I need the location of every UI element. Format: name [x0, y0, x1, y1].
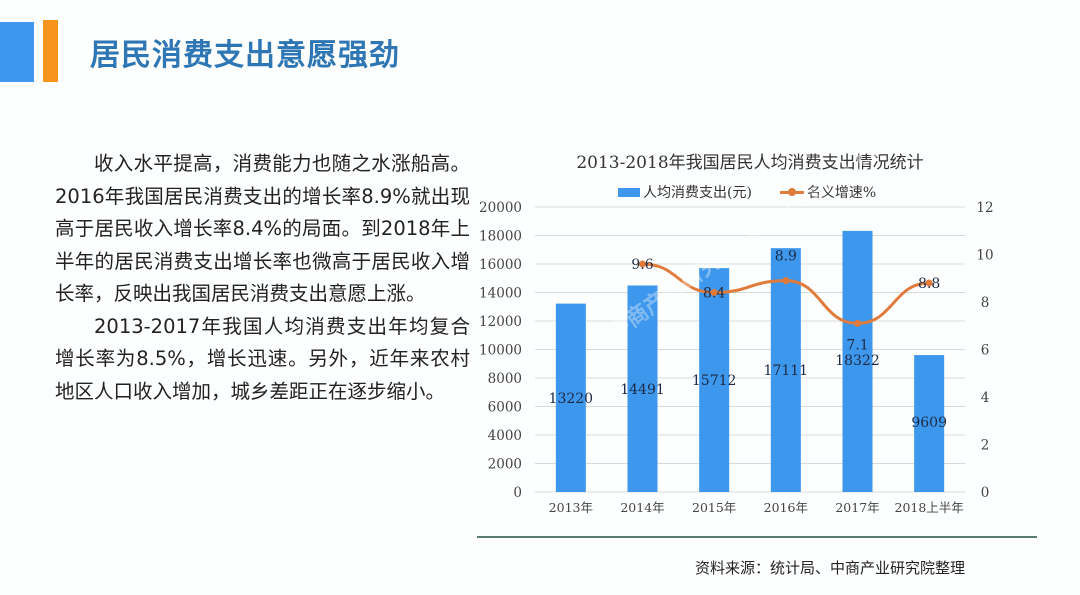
- bar-value-label: 17111: [764, 363, 809, 379]
- body-text: 收入水平提高，消费能力也随之水涨船高。2016年我国居民消费支出的增长率8.9%…: [55, 148, 470, 408]
- x-axis: 2013年 2014年 2015年 2016年 2017年 2018上半年: [549, 500, 964, 515]
- legend-bar-label: 人均消费支出(元): [643, 185, 752, 201]
- paragraph-1: 收入水平提高，消费能力也随之水涨船高。2016年我国居民消费支出的增长率8.9%…: [55, 152, 470, 305]
- left-tick-label: 20000: [479, 200, 522, 216]
- paragraph-2: 2013-2017年我国人均消费支出年均复合增长率为8.5%，增长迅速。另外，近…: [55, 314, 470, 403]
- right-tick-label: 2: [981, 438, 990, 454]
- x-tick-label: 2015年: [692, 500, 736, 515]
- gridlines: [535, 206, 965, 493]
- legend-line-swatch-icon: [779, 187, 804, 196]
- bar-value-label: 15712: [692, 373, 737, 389]
- bar-value-label: 14491: [620, 382, 665, 398]
- left-axis: 2000018000160001400012000100008000600040…: [479, 200, 522, 501]
- left-tick-label: 10000: [479, 343, 522, 359]
- bar-series: 13220 14491 15712 17111 18322 9609: [549, 230, 947, 492]
- line-series: 9.6 8.4 8.9 7.1 8.8: [631, 249, 940, 354]
- right-tick-label: 10: [976, 248, 993, 264]
- bar: [914, 355, 945, 492]
- bar-value-label: 9609: [911, 415, 947, 431]
- left-tick-label: 12000: [479, 314, 522, 330]
- x-tick-label: 2014年: [620, 500, 664, 515]
- left-tick-label: 0: [513, 485, 522, 501]
- left-tick-label: 14000: [479, 286, 522, 302]
- bar: [770, 248, 801, 492]
- left-tick-label: 6000: [488, 400, 522, 416]
- chart-title: 2013-2018年我国居民人均消费支出情况统计: [576, 153, 924, 173]
- bar: [627, 285, 658, 492]
- left-tick-label: 4000: [488, 428, 522, 444]
- line-value-label: 7.1: [846, 337, 868, 353]
- legend-line-label: 名义增速%: [806, 185, 877, 201]
- accent-block-blue: [0, 22, 34, 82]
- line-marker: [639, 260, 646, 268]
- x-tick-label: 2013年: [549, 500, 593, 515]
- line-value-label: 8.9: [775, 249, 797, 265]
- bar: [555, 303, 586, 492]
- accent-block-orange: [43, 20, 58, 82]
- bar: [699, 268, 730, 492]
- x-tick-label: 2018上半年: [895, 500, 964, 515]
- line-marker: [854, 319, 861, 327]
- right-tick-label: 6: [981, 343, 990, 359]
- line-marker: [782, 277, 790, 285]
- left-tick-label: 8000: [488, 371, 522, 387]
- legend-bar-swatch-icon: [618, 187, 640, 197]
- right-tick-label: 0: [981, 485, 990, 501]
- x-tick-label: 2016年: [764, 500, 808, 515]
- right-tick-label: 8: [981, 295, 990, 311]
- line-marker: [710, 289, 718, 296]
- left-tick-label: 16000: [479, 257, 522, 273]
- page-title: 居民消费支出意愿强劲: [90, 38, 400, 73]
- line-marker: [925, 279, 933, 287]
- chart-legend: 人均消费支出(元) 名义增速%: [618, 182, 876, 202]
- bar: [842, 230, 873, 492]
- bar-value-label: 13220: [549, 391, 594, 407]
- right-tick-label: 12: [976, 200, 993, 216]
- divider: [477, 536, 1037, 538]
- line-value-label: 8.8: [918, 276, 940, 292]
- left-tick-label: 2000: [488, 457, 522, 473]
- x-tick-label: 2017年: [835, 500, 879, 515]
- right-axis: 12 10 8 6 4 2 0: [976, 200, 993, 501]
- bar-value-label: 18322: [835, 353, 880, 369]
- source-note: 资料来源：统计局、中商产业研究院整理: [695, 559, 966, 577]
- line-value-label: 9.6: [631, 257, 653, 273]
- right-tick-label: 4: [981, 390, 990, 406]
- left-tick-label: 18000: [479, 229, 522, 245]
- line-value-label: 8.4: [703, 286, 725, 302]
